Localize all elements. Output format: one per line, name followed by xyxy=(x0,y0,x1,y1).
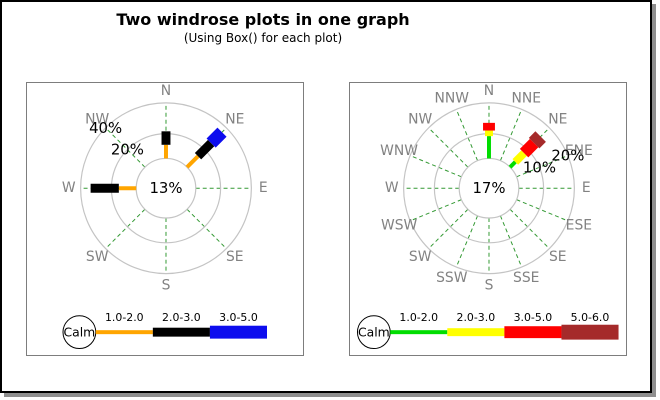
spoke-SW xyxy=(428,208,469,249)
petal-NE-3.0-5.0 xyxy=(206,127,227,148)
direction-label-ESE: ESE xyxy=(566,217,592,233)
direction-label-S: S xyxy=(162,278,171,294)
direction-label-NW: NW xyxy=(85,111,109,127)
direction-label-SW: SW xyxy=(409,249,432,265)
legend-bin-label-2.0-3.0: 2.0-3.0 xyxy=(162,311,201,324)
petal-NE-2.0-3.0 xyxy=(512,150,527,165)
spoke-ENE xyxy=(516,155,569,178)
direction-label-W: W xyxy=(385,180,399,196)
legend-bar-5.0-6.0 xyxy=(561,324,619,340)
legend-bar-3.0-5.0 xyxy=(209,325,267,339)
ring-label-20%: 20% xyxy=(111,141,144,159)
legend-bar-1.0-2.0 xyxy=(390,330,448,335)
graph-title: Two windrose plots in one graph xyxy=(116,10,410,29)
direction-label-ENE: ENE xyxy=(565,143,593,159)
legend-bin-label-2.0-3.0: 2.0-3.0 xyxy=(457,311,496,324)
legend-calm-label: Calm xyxy=(358,325,390,340)
direction-label-SE: SE xyxy=(226,249,244,265)
spoke-SE xyxy=(186,208,227,249)
legend-bar-3.0-5.0 xyxy=(504,326,562,339)
graph-canvas: Two windrose plots in one graph (Using B… xyxy=(0,0,652,393)
petal-NE-5.0-6.0 xyxy=(528,131,546,149)
spoke-NW xyxy=(428,127,469,168)
grid-ring-20% xyxy=(403,102,575,275)
ring-label-20%: 20% xyxy=(551,147,584,165)
direction-label-E: E xyxy=(582,180,591,196)
legend-bin-label-3.0-5.0: 3.0-5.0 xyxy=(514,311,553,324)
direction-label-N: N xyxy=(484,83,494,99)
right-windrose-plot: N NNENEENEEESESESSESSSWSWWSWWWNWNWNNW10%2… xyxy=(356,83,619,350)
direction-label-W: W xyxy=(62,180,76,196)
spoke-SSW xyxy=(455,215,479,268)
calm-percentage-label: 17% xyxy=(472,179,505,197)
calm-percentage-label: 13% xyxy=(149,179,182,197)
direction-label-NW: NW xyxy=(408,111,432,127)
direction-label-NE: NE xyxy=(548,111,567,127)
direction-label-NNW: NNW xyxy=(435,90,470,106)
spoke-ESE xyxy=(516,199,569,222)
legend-bar-2.0-3.0 xyxy=(447,328,505,337)
direction-label-NE: NE xyxy=(225,111,244,127)
spoke-SW xyxy=(105,208,146,249)
direction-label-WSW: WSW xyxy=(381,217,418,233)
spoke-NNW xyxy=(455,109,479,161)
direction-label-SSE: SSE xyxy=(513,270,539,286)
direction-label-NNE: NNE xyxy=(511,90,541,106)
right-windrose-box: N NNE NE ENE E ESE SE SSE S SSW SW WSW W WNW NW NNW 10% 2… xyxy=(349,82,627,356)
left-windrose-box: N NE E SE S SW W NW 20% 40% 13% Calm 1.0-2.0 2.0-3.0 3… xyxy=(26,82,304,356)
direction-label-SSW: SSW xyxy=(436,270,468,286)
grid-ring-40% xyxy=(80,102,252,275)
legend-calm-label: Calm xyxy=(63,325,95,340)
legend-bar-1.0-2.0 xyxy=(95,330,153,335)
direction-label-WNW: WNW xyxy=(380,143,418,159)
direction-label-S: S xyxy=(485,278,494,294)
direction-label-N: N xyxy=(161,83,171,99)
legend-calm-circle xyxy=(356,315,391,350)
spoke-SSE xyxy=(499,215,523,268)
direction-label-SW: SW xyxy=(86,249,109,265)
petal-NE-1.0-2.0 xyxy=(185,154,200,169)
direction-label-SE: SE xyxy=(549,249,567,265)
ring-label-40%: 40% xyxy=(89,119,122,137)
legend-bin-label-3.0-5.0: 3.0-5.0 xyxy=(219,311,258,324)
spoke-SE xyxy=(509,208,550,249)
direction-label-E: E xyxy=(259,180,268,196)
legend-bin-label-1.0-2.0: 1.0-2.0 xyxy=(399,311,438,324)
spoke-NNE xyxy=(499,109,523,161)
legend-bin-label-1.0-2.0: 1.0-2.0 xyxy=(105,311,144,324)
petal-NE-1.0-2.0 xyxy=(508,160,517,169)
spoke-NW xyxy=(105,127,146,168)
ring-label-10%: 10% xyxy=(523,158,556,176)
petal-NE-3.0-5.0 xyxy=(519,138,539,158)
legend-bin-label-5.0-6.0: 5.0-6.0 xyxy=(571,311,610,324)
petal-NE-2.0-3.0 xyxy=(194,139,215,160)
spoke-WNW xyxy=(409,155,462,178)
legend-bar-2.0-3.0 xyxy=(152,327,210,337)
graph-subtitle: (Using Box() for each plot) xyxy=(183,31,343,45)
